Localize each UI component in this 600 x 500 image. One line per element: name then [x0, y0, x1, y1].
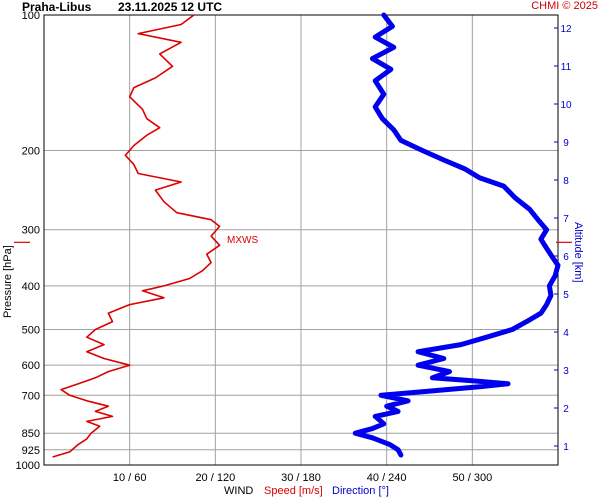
- pressure-tick-labels: 100 200 300 400 500 600 700 850 925 1000: [16, 10, 40, 472]
- altitude-tick-label: 7: [563, 214, 569, 225]
- wind-tick-label: 40 / 240: [367, 472, 407, 484]
- gridlines: [44, 15, 558, 465]
- altitude-tick-label: 2: [563, 404, 569, 415]
- pressure-axis-label: Pressure [hPa]: [2, 245, 14, 318]
- altitude-tick-labels: 123456789101112131415: [554, 24, 572, 453]
- altitude-tick-label: 5: [563, 290, 569, 301]
- altitude-tick-label: 12: [560, 24, 572, 35]
- pressure-tick-label: 400: [22, 281, 40, 293]
- altitude-tick-label: 9: [563, 138, 569, 149]
- speed-axis-label: Speed [m/s]: [264, 485, 323, 497]
- pressure-tick-label: 600: [22, 360, 40, 372]
- pressure-tick-label: 925: [22, 445, 40, 457]
- pressure-tick-label: 200: [22, 145, 40, 157]
- sounding-timestamp: 23.11.2025 12 UTC: [118, 0, 223, 14]
- wind-axis-label: WIND: [224, 485, 254, 497]
- wind-tick-label: 50 / 300: [452, 472, 492, 484]
- pressure-tick-label: 850: [22, 428, 40, 440]
- wind-tick-label: 30 / 180: [281, 472, 321, 484]
- max-wind-label: MXWS: [227, 235, 259, 246]
- altitude-tick-label: 6: [563, 252, 569, 263]
- pressure-tick-label: 1000: [16, 460, 40, 472]
- data-series: [52, 12, 561, 458]
- altitude-tick-label: 10: [560, 100, 572, 111]
- pressure-tick-label: 500: [22, 325, 40, 337]
- altitude-tick-label: 11: [561, 62, 572, 73]
- direction-axis-label: Direction [°]: [332, 485, 389, 497]
- pressure-tick-label: 700: [22, 390, 40, 402]
- altitude-tick-label: 4: [563, 328, 569, 339]
- altitude-tick-label: 8: [563, 176, 569, 187]
- altitude-axis-label: Altitude [km]: [572, 222, 584, 283]
- pressure-tick-label: 300: [22, 225, 40, 237]
- altitude-tick-label: 1: [563, 442, 569, 453]
- pressure-tick-label: 100: [22, 10, 40, 22]
- direction-series-line: [352, 12, 561, 458]
- station-name: Praha-Libus: [22, 0, 92, 14]
- wind-tick-label: 20 / 120: [195, 472, 235, 484]
- wind-tick-labels: 10 / 60 20 / 120 30 / 180 40 / 240 50 / 300: [113, 472, 492, 484]
- credit-label: CHMI © 2025: [531, 0, 598, 12]
- altitude-tick-label: 3: [563, 366, 569, 377]
- speed-series-line: [52, 14, 221, 458]
- plot-border: [43, 14, 559, 466]
- plot-frame: [43, 14, 559, 466]
- wind-tick-label: 10 / 60: [113, 472, 147, 484]
